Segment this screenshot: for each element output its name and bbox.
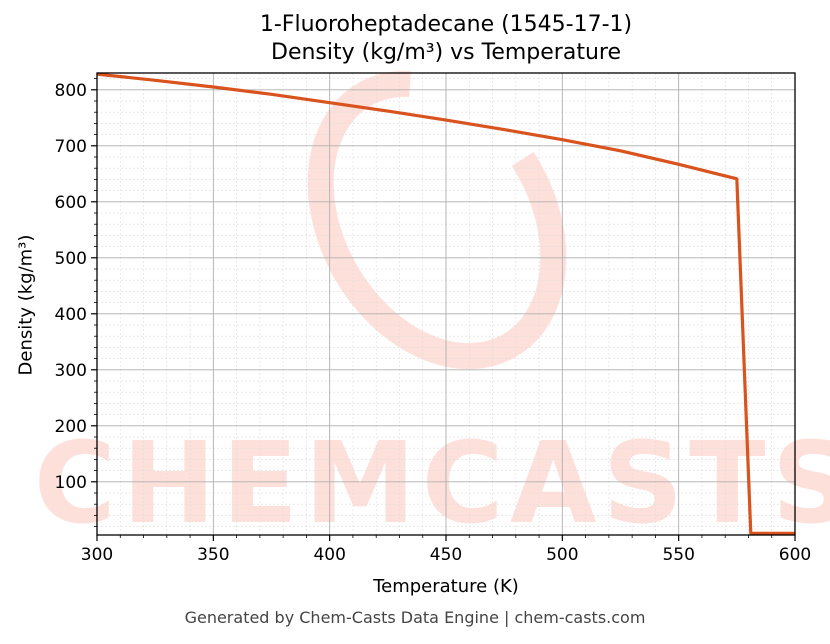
y-tick-label: 100 xyxy=(55,473,87,493)
y-tick-label: 500 xyxy=(55,249,87,269)
y-tick-label: 700 xyxy=(55,137,87,157)
y-tick-label: 600 xyxy=(55,193,87,213)
chart-title: 1-Fluoroheptadecane (1545-17-1) xyxy=(259,12,633,37)
x-tick-label: 350 xyxy=(197,545,229,565)
y-tick-label: 300 xyxy=(55,361,87,381)
x-tick-label: 500 xyxy=(546,545,578,565)
x-tick-label: 400 xyxy=(313,545,345,565)
x-tick-label: 550 xyxy=(662,545,694,565)
y-axis-ticks: 100 200 300 400 500 600 700 800 xyxy=(55,78,97,527)
y-axis-label: Density (kg/m³) xyxy=(15,234,37,376)
watermark-text: CHEMCASTS xyxy=(34,419,830,549)
footer-credit: Generated by Chem-Casts Data Engine | ch… xyxy=(184,608,646,627)
x-axis-ticks: 300 350 400 450 500 550 600 xyxy=(81,535,811,565)
x-tick-label: 300 xyxy=(81,545,113,565)
x-axis-label: Temperature (K) xyxy=(373,576,519,597)
x-tick-label: 600 xyxy=(779,545,811,565)
x-tick-label: 450 xyxy=(430,545,462,565)
y-tick-label: 400 xyxy=(55,305,87,325)
chart-subtitle: Density (kg/m³) vs Temperature xyxy=(271,40,621,65)
y-tick-label: 800 xyxy=(55,81,87,101)
density-line xyxy=(96,72,795,535)
series-layer xyxy=(96,72,795,535)
y-tick-label: 200 xyxy=(55,417,87,437)
chemcasts-watermark: CHEMCASTS xyxy=(34,70,830,549)
